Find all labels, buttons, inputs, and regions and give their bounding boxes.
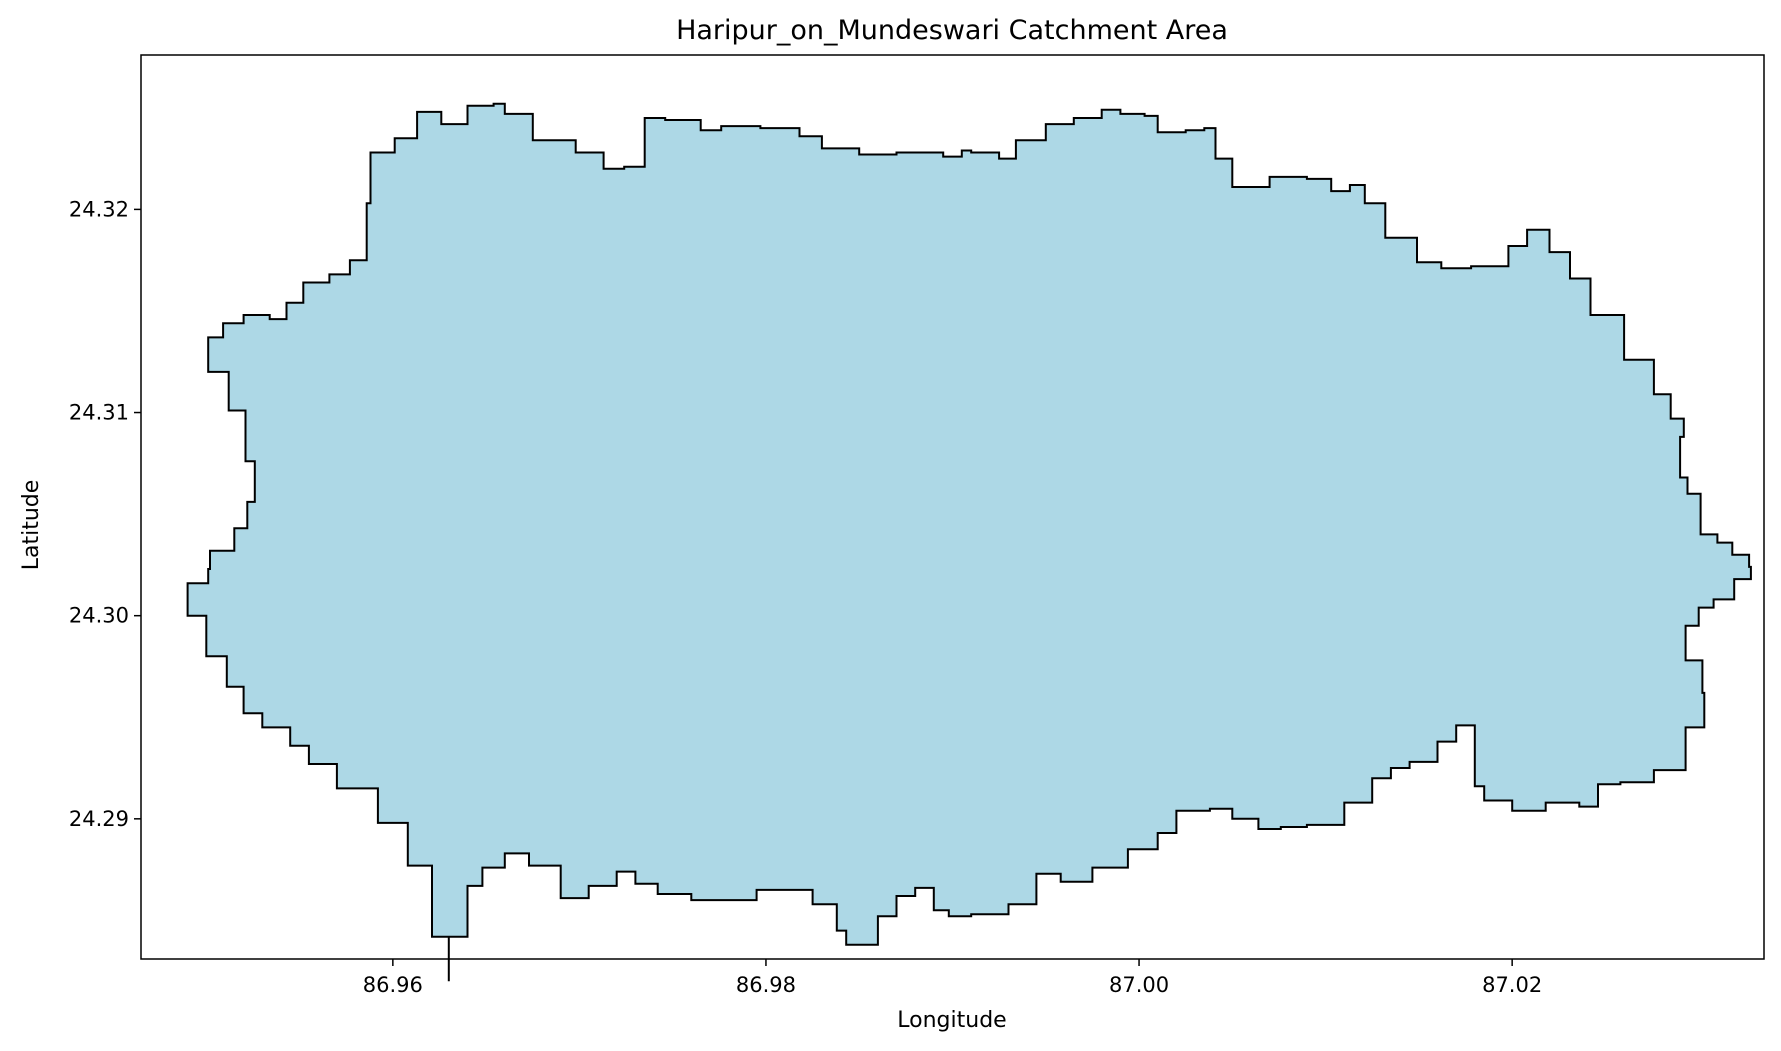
plot-area [186, 102, 1752, 982]
x-tick-label: 87.00 [1109, 973, 1169, 997]
catchment-polygon [186, 102, 1752, 982]
y-tick-label: 24.32 [69, 197, 129, 221]
y-tick-label: 24.30 [69, 604, 129, 628]
y-axis-ticks: 24.29 24.30 24.31 24.32 [69, 197, 141, 831]
x-tick-label: 86.98 [736, 973, 796, 997]
y-tick-label: 24.29 [69, 807, 129, 831]
x-tick-label: 86.96 [363, 973, 423, 997]
x-axis-ticks: 86.96 86.98 87.00 87.02 [363, 959, 1542, 997]
x-axis-label: Longitude [897, 1008, 1006, 1033]
y-axis-label: Latitude [19, 480, 44, 571]
axes-frame [140, 54, 1765, 960]
y-tick-label: 24.31 [69, 401, 129, 425]
x-tick-label: 87.02 [1482, 973, 1542, 997]
chart-title: Haripur_on_Mundeswari Catchment Area [676, 15, 1228, 46]
